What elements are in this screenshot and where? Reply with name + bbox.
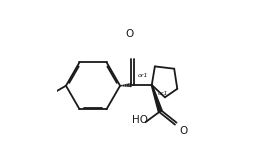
Polygon shape <box>151 85 162 112</box>
Text: or1: or1 <box>138 73 148 78</box>
Text: or1: or1 <box>158 91 169 96</box>
Text: O: O <box>125 29 133 39</box>
Text: HO: HO <box>132 115 148 125</box>
Text: O: O <box>179 126 187 136</box>
